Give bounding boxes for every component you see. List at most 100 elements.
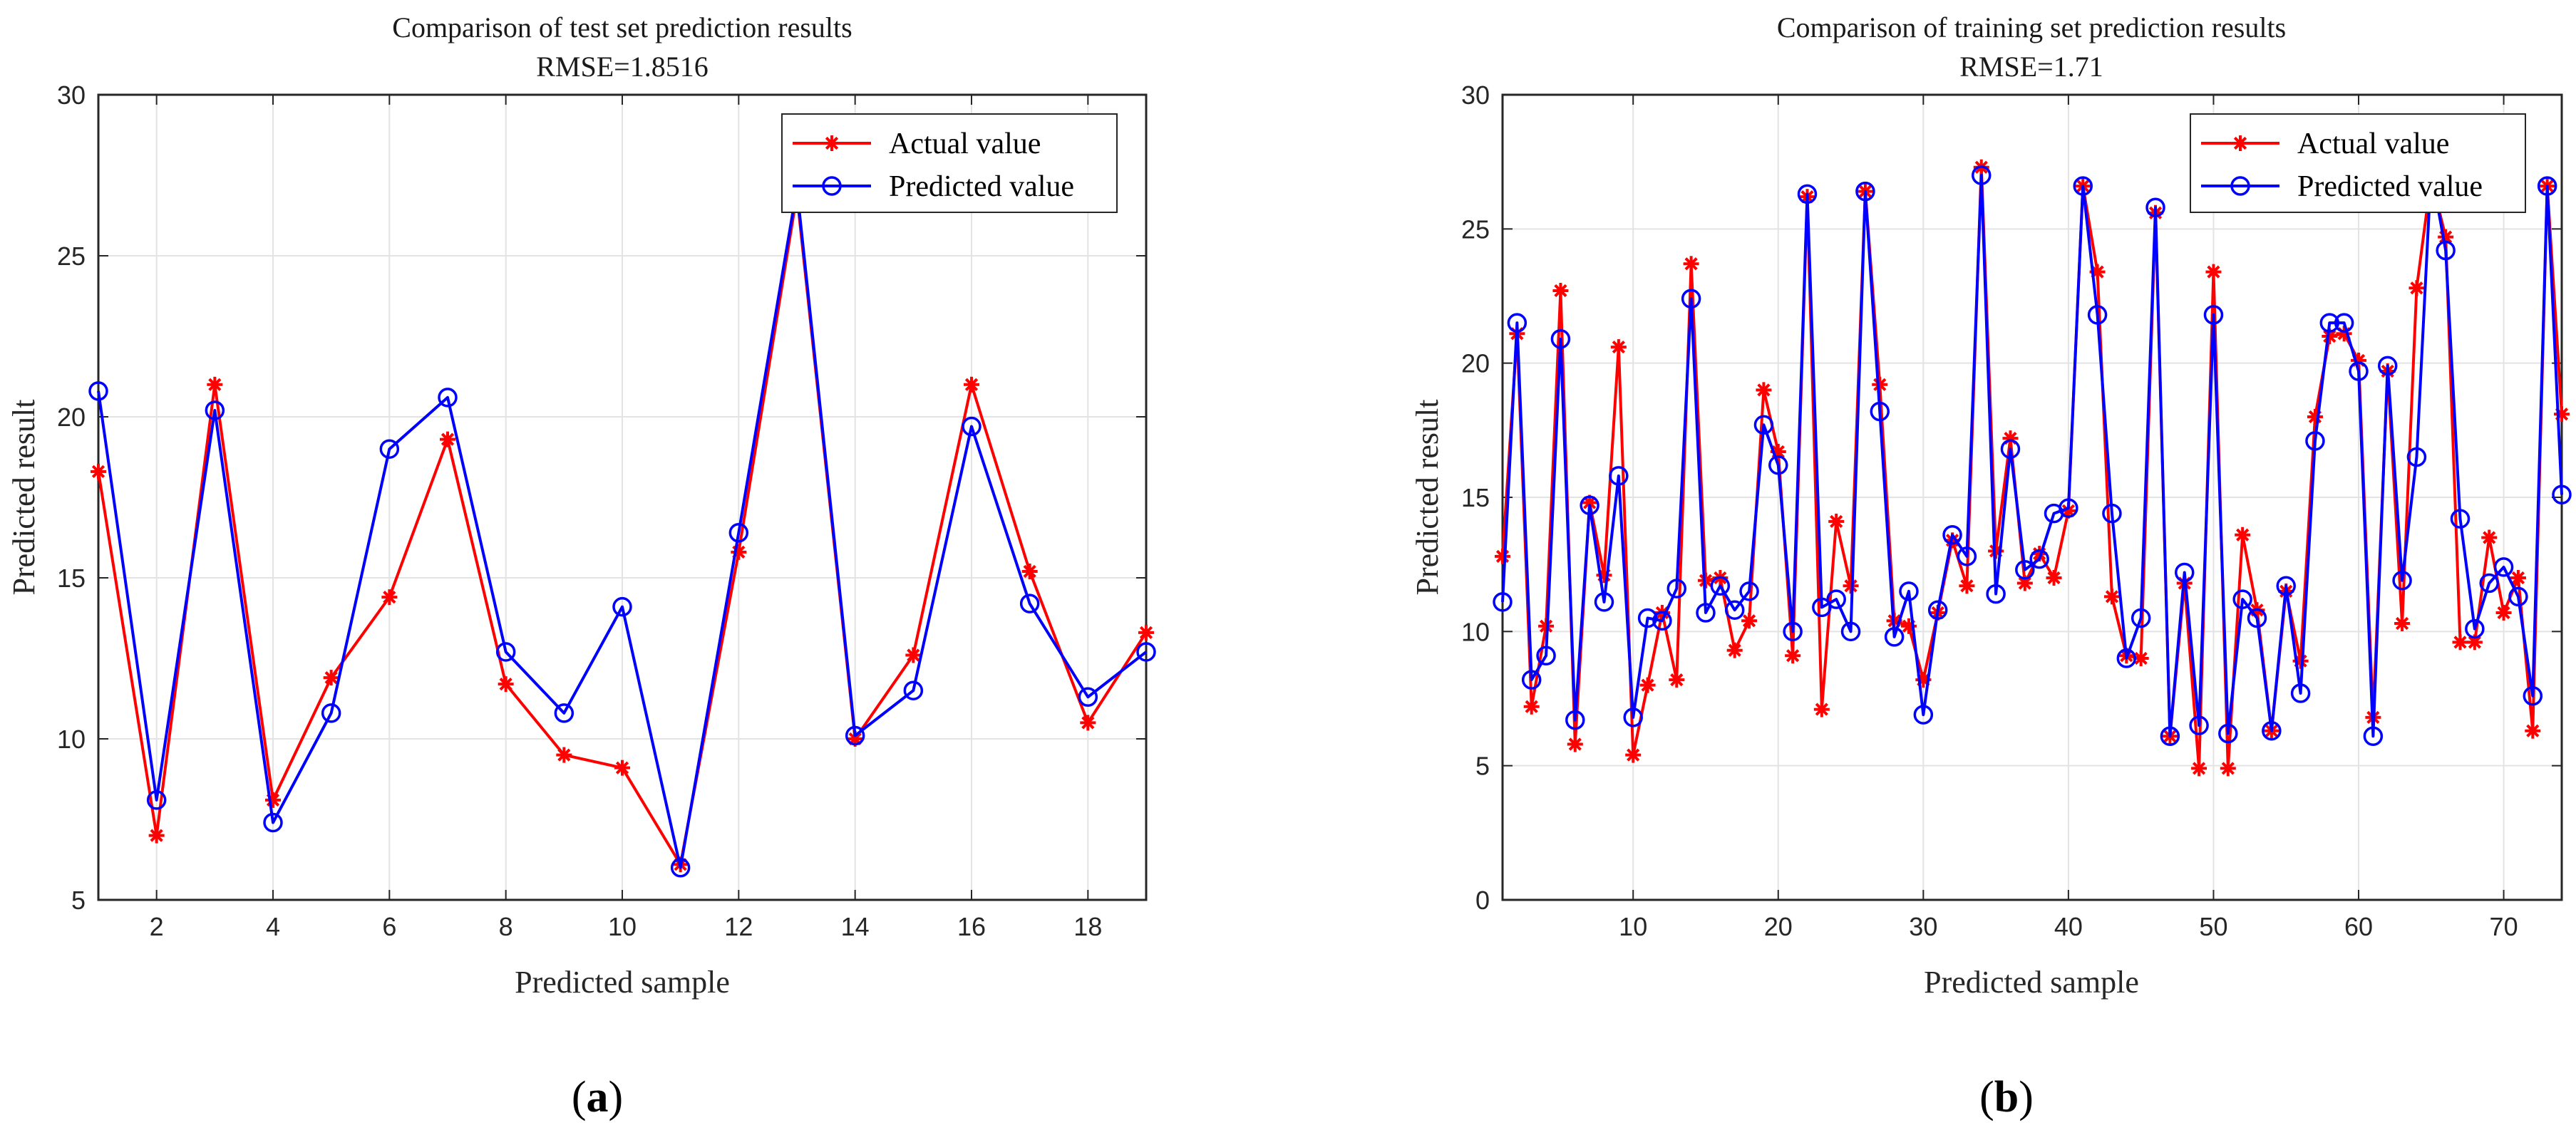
panel-a-legend-actual-label: Actual value: [889, 128, 1041, 160]
x-tick-label: 40: [2054, 912, 2083, 941]
predicted-point: [1637, 608, 1658, 628]
y-tick-label: 0: [1475, 886, 1490, 915]
panel-a-ylabel: Predicted result: [6, 400, 41, 596]
x-tick-label: 4: [266, 912, 280, 941]
predicted-point: [146, 790, 167, 810]
x-tick-label: 60: [2344, 912, 2373, 941]
panel-a-title: Comparison of test set prediction result…: [392, 11, 852, 43]
panel-a-caption-letter: a: [587, 1073, 609, 1121]
actual-point: [1552, 282, 1569, 299]
actual-point: [1726, 642, 1743, 658]
panel-b-legend-actual-marker: [2232, 135, 2248, 151]
y-tick-label: 5: [71, 886, 86, 915]
predicted-point: [2116, 648, 2137, 668]
predicted-point: [1913, 705, 1934, 725]
predicted-point: [2218, 723, 2238, 744]
panel-a-legend: Actual value Predicted value: [781, 113, 1118, 213]
x-tick-label: 12: [724, 912, 753, 941]
actual-point: [2205, 264, 2222, 280]
panel-b-legend-box: [2190, 113, 2526, 213]
actual-point: [148, 827, 165, 844]
predicted-point: [2145, 197, 2165, 217]
predicted-point: [1812, 597, 1832, 618]
actual-point: [1080, 715, 1096, 731]
predicted-point: [2276, 576, 2296, 596]
panel-a-series: [88, 178, 1156, 878]
predicted-point: [1783, 621, 1803, 642]
predicted-point: [670, 858, 691, 878]
predicted-point: [205, 400, 225, 420]
actual-point: [964, 376, 979, 393]
predicted-point: [1623, 708, 1643, 727]
panel-b-legend-predicted-label: Predicted value: [2297, 170, 2483, 203]
predicted-point: [2508, 586, 2528, 607]
panel-b-caption-letter: b: [1994, 1073, 2019, 1121]
actual-point: [1813, 701, 1830, 717]
predicted-point: [1136, 642, 1156, 662]
predicted-point: [1724, 600, 1745, 620]
x-tick-label: 6: [382, 912, 396, 941]
predicted-point: [2160, 726, 2180, 746]
panel-a-xlabel: Predicted sample: [515, 965, 730, 1000]
predicted-point: [2377, 356, 2398, 376]
predicted-point: [1507, 313, 1527, 333]
actual-point: [2322, 328, 2338, 344]
panel-b-rmse: RMSE=1.71: [1959, 51, 2103, 83]
predicted-point: [263, 812, 283, 833]
panel-a-rmse: RMSE=1.8516: [536, 51, 708, 83]
panel-b-legend: Actual value Predicted value: [2190, 113, 2526, 213]
predicted-point: [2073, 176, 2093, 196]
predicted-point: [2493, 557, 2514, 577]
predicted-point: [1884, 627, 1905, 647]
x-tick-label: 16: [957, 912, 986, 941]
y-tick-label: 30: [57, 81, 86, 110]
series-actual-line: [1501, 165, 2563, 770]
x-tick-label: 10: [608, 912, 637, 941]
panel-a-caption: (a): [572, 1073, 623, 1121]
predicted-point: [1681, 289, 1701, 309]
y-tick-label: 5: [1475, 752, 1490, 781]
predicted-point: [1521, 670, 1542, 690]
panel-a-grid: [98, 94, 1146, 901]
predicted-point: [1696, 603, 1716, 623]
panel-b-training-set: Comparison of training set prediction re…: [1410, 11, 2572, 1121]
predicted-point: [2305, 431, 2325, 451]
panel-b-ticks: 10 20 30 40 50 60 70 0 5 10 15 20 25 30: [1461, 81, 2562, 941]
actual-point: [498, 676, 514, 693]
predicted-point: [1666, 579, 1687, 598]
actual-point: [1669, 672, 1685, 688]
predicted-point: [845, 725, 865, 746]
panel-a-legend-actual-marker: [824, 135, 840, 151]
actual-point: [1843, 578, 1859, 594]
predicted-point: [2000, 439, 2021, 459]
actual-point: [1610, 339, 1627, 356]
predicted-point: [2363, 726, 2384, 746]
predicted-point: [1078, 687, 1098, 707]
actual-point: [381, 589, 398, 606]
y-tick-label: 15: [1461, 483, 1490, 512]
legend-circle-marker: [822, 176, 842, 196]
x-tick-label: 20: [1764, 912, 1793, 941]
actual-point: [1625, 747, 1642, 763]
actual-point: [2103, 589, 2120, 605]
panel-a-legend-predicted-marker: [822, 176, 842, 196]
series-predicted-line: [1501, 168, 2563, 738]
actual-point: [1639, 677, 1656, 693]
predicted-point: [2174, 562, 2195, 583]
predicted-point: [1927, 600, 1948, 620]
x-tick-label: 70: [2490, 912, 2518, 941]
actual-point: [207, 376, 223, 393]
series-predicted-line: [97, 187, 1148, 869]
actual-point: [2394, 616, 2411, 632]
predicted-point: [1536, 646, 1556, 665]
predicted-point: [903, 680, 924, 700]
predicted-point: [2131, 608, 2151, 628]
predicted-point: [1826, 589, 1846, 609]
predicted-point: [1957, 546, 1977, 566]
actual-point: [440, 431, 455, 447]
predicted-point: [2465, 618, 2485, 639]
actual-point: [1828, 513, 1845, 529]
predicted-point: [1580, 495, 1599, 516]
predicted-point: [495, 642, 516, 662]
actual-point: [905, 647, 922, 663]
